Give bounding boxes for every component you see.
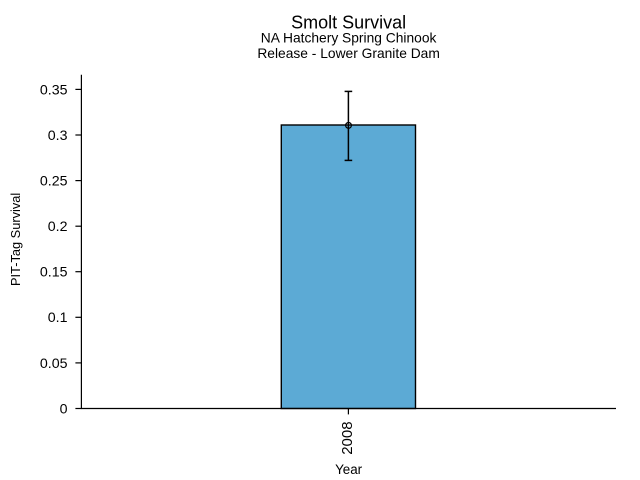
svg-text:0.3: 0.3 [48,128,68,144]
svg-text:0.15: 0.15 [40,265,68,281]
svg-text:Smolt Survival: Smolt Survival [291,12,406,32]
svg-text:NA Hatchery Spring Chinook: NA Hatchery Spring Chinook [261,31,437,46]
svg-text:Release - Lower Granite Dam: Release - Lower Granite Dam [257,46,440,61]
svg-text:2008: 2008 [339,421,356,454]
svg-text:Year: Year [335,462,363,477]
svg-text:0.05: 0.05 [40,356,68,372]
svg-text:0.1: 0.1 [48,310,68,326]
svg-text:0.2: 0.2 [48,219,68,235]
svg-text:PIT-Tag Survival: PIT-Tag Survival [8,193,23,286]
svg-text:0.35: 0.35 [40,82,68,98]
svg-text:0.25: 0.25 [40,174,68,190]
svg-text:0: 0 [60,401,68,417]
